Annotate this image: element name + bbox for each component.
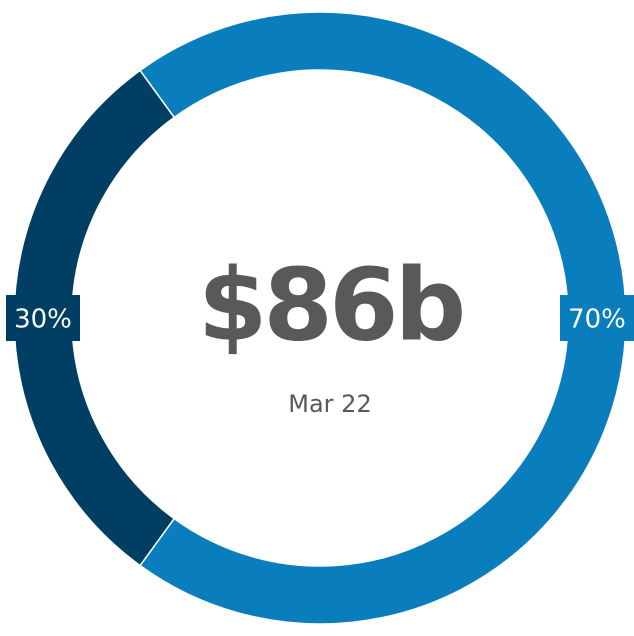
- label-box: [560, 295, 634, 341]
- label-box: [6, 295, 80, 341]
- center-value: $86b: [198, 246, 463, 363]
- data-label: 30%: [14, 305, 72, 335]
- data-label: 70%: [568, 305, 626, 335]
- ring: [13, 11, 627, 625]
- center-date: Mar 22: [288, 390, 371, 418]
- donut-segment: [139, 11, 627, 625]
